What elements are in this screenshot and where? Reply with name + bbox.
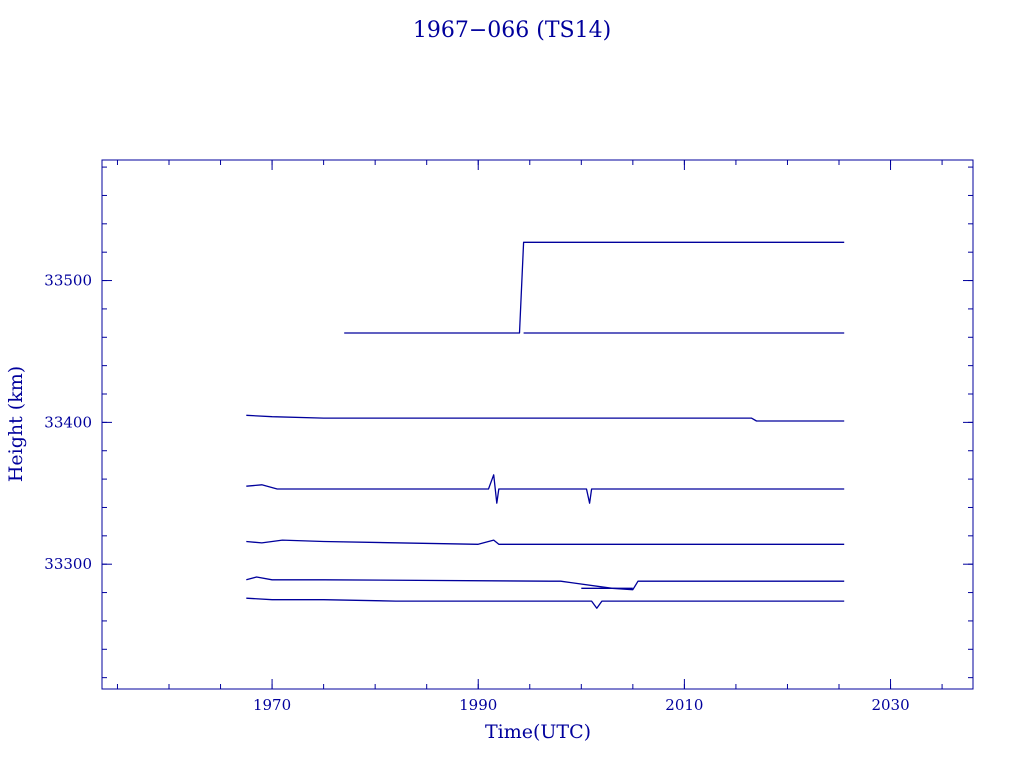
series-line-8 [246,597,845,609]
x-tick-label: 1990 [459,696,497,714]
x-axis-label: Time(UTC) [485,721,591,743]
x-tick-label: 2010 [665,696,703,714]
y-tick-label: 33300 [44,555,92,573]
series-line-1 [344,241,845,334]
series-group [246,241,845,609]
x-tick-label: 1970 [253,696,291,714]
chart-title: 1967−066 (TS14) [413,18,611,43]
tick-labels: 1970 1990 2010 2030 33300 33400 33500 [44,272,909,714]
plot-frame [101,159,974,690]
series-line-5 [246,539,845,545]
y-tick-label: 33500 [44,272,92,290]
series-line-4 [246,474,845,504]
y-tick-label: 33400 [44,413,92,431]
x-tick-label: 2030 [871,696,909,714]
series-line-6 [246,576,845,591]
series-line-3 [246,414,845,422]
y-axis-label: Height (km) [5,366,27,482]
axis-ticks [102,160,973,689]
